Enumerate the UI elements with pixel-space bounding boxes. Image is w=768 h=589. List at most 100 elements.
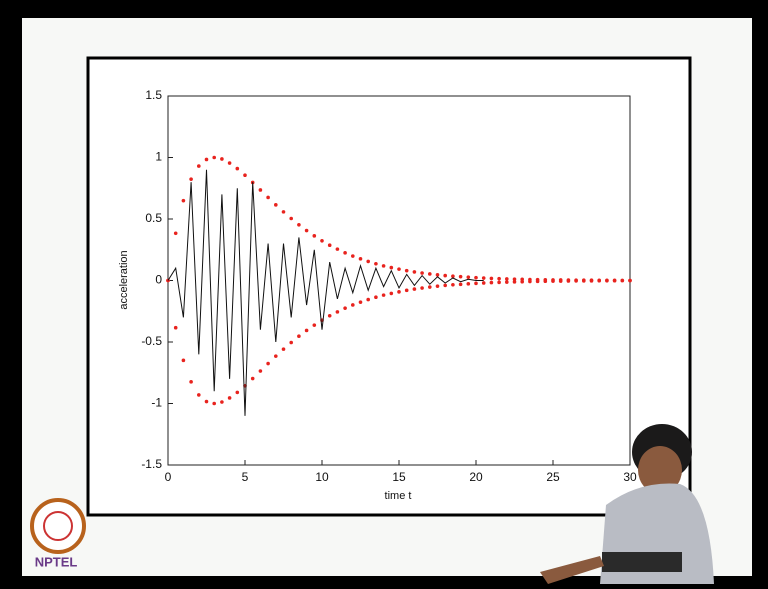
envelope-dot: [420, 271, 424, 275]
x-tick-label: 30: [623, 470, 637, 484]
envelope-dot: [428, 272, 432, 276]
x-tick-label: 20: [469, 470, 483, 484]
envelope-dot: [505, 277, 509, 281]
envelope-dot: [250, 376, 255, 381]
logo-text: NPTEL: [35, 554, 78, 569]
envelope-dot: [335, 310, 340, 314]
envelope-dot: [489, 276, 494, 281]
x-tick-label: 15: [392, 470, 406, 484]
envelope-dot: [320, 238, 324, 243]
envelope-dot: [374, 295, 378, 300]
envelope-dot: [274, 203, 278, 207]
envelope-dot: [289, 340, 294, 345]
envelope-dot: [312, 323, 317, 327]
logo-ring: [30, 498, 86, 554]
envelope-dot: [358, 300, 363, 304]
envelope-dot: [481, 276, 486, 280]
envelope-dot: [466, 282, 471, 286]
x-tick-label: 5: [242, 470, 249, 484]
envelope-dot: [266, 361, 270, 366]
envelope-dot: [520, 279, 524, 284]
y-tick-label: 0: [155, 273, 162, 287]
envelope-dot: [474, 275, 478, 280]
envelope-dot: [512, 280, 517, 284]
envelope-dot: [443, 273, 448, 278]
envelope-dot: [404, 288, 409, 293]
envelope-dot: [458, 274, 463, 279]
y-tick-label: -1.5: [141, 457, 162, 471]
envelope-dot: [289, 216, 294, 221]
envelope-dot: [189, 380, 193, 384]
envelope-dot: [304, 328, 309, 333]
envelope-dot: [343, 306, 347, 310]
envelope-dot: [543, 279, 548, 284]
envelope-dot: [528, 279, 532, 284]
envelope-dot: [520, 277, 524, 282]
envelope-dot: [235, 166, 240, 171]
envelope-dot: [512, 277, 517, 281]
envelope-dot: [374, 261, 378, 266]
y-tick-label: -0.5: [141, 334, 162, 348]
envelope-dot: [612, 278, 617, 283]
envelope-dot: [297, 334, 301, 339]
envelope-dot: [258, 369, 263, 373]
envelope-dot: [335, 247, 340, 251]
envelope-dot: [204, 157, 209, 162]
envelope-dot: [181, 198, 186, 203]
envelope-dot: [412, 270, 417, 274]
envelope-dot: [351, 303, 355, 307]
envelope-dot: [420, 286, 424, 290]
envelope-dot: [243, 173, 247, 178]
envelope-dot: [381, 264, 386, 268]
x-axis-label: time t: [385, 490, 412, 502]
envelope-dot: [351, 254, 355, 258]
envelope-dot: [551, 279, 555, 283]
x-tick-label: 10: [315, 470, 329, 484]
arm: [540, 556, 604, 584]
x-tick-label: 0: [165, 470, 172, 484]
envelope-dot: [535, 279, 540, 284]
envelope-dot: [435, 273, 440, 277]
envelope-dot: [227, 161, 232, 165]
envelope-dot: [281, 347, 286, 351]
envelope-dot: [197, 164, 201, 168]
envelope-dot: [204, 399, 209, 404]
envelope-dot: [181, 358, 186, 363]
envelope-dot: [505, 280, 509, 284]
y-tick-label: 1.5: [145, 88, 162, 102]
envelope-dot: [358, 257, 363, 261]
y-tick-label: 0.5: [145, 211, 162, 225]
envelope-dot: [597, 278, 601, 283]
envelope-dot: [451, 283, 455, 287]
envelope-dot: [428, 285, 432, 289]
envelope-dot: [589, 279, 594, 283]
envelope-dot: [451, 274, 455, 278]
envelope-dot: [197, 393, 201, 397]
envelope-dot: [474, 281, 478, 286]
envelope-dot: [381, 293, 386, 297]
envelope-dot: [389, 265, 394, 270]
envelope-dot: [566, 279, 571, 283]
envelope-dot: [366, 259, 371, 264]
envelope-dot: [312, 234, 317, 238]
envelope-dot: [220, 157, 224, 161]
logo: NPTEL: [30, 498, 86, 569]
envelope-dot: [389, 291, 394, 296]
envelope-dot: [435, 284, 440, 288]
envelope-dot: [582, 279, 586, 283]
envelope-dot: [404, 268, 409, 273]
envelope-dot: [458, 282, 463, 287]
envelope-dot: [558, 279, 563, 283]
envelope-dot: [274, 354, 278, 358]
envelope-dot: [481, 281, 486, 285]
envelope-dot: [497, 280, 501, 285]
envelope-dot: [258, 188, 263, 192]
envelope-dot: [212, 401, 216, 406]
presenter: [540, 424, 714, 584]
envelope-dot: [412, 287, 417, 291]
envelope-dot: [397, 267, 401, 271]
envelope-dot: [304, 228, 309, 233]
envelope-dot: [281, 210, 286, 214]
x-tick-label: 25: [546, 470, 560, 484]
